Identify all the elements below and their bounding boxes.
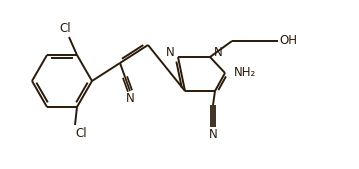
Text: N: N xyxy=(214,46,222,59)
Text: N: N xyxy=(126,92,134,105)
Text: Cl: Cl xyxy=(59,21,71,34)
Text: N: N xyxy=(209,128,218,141)
Text: N: N xyxy=(165,46,174,59)
Text: NH₂: NH₂ xyxy=(234,66,256,79)
Text: OH: OH xyxy=(279,34,297,47)
Text: Cl: Cl xyxy=(75,127,87,140)
